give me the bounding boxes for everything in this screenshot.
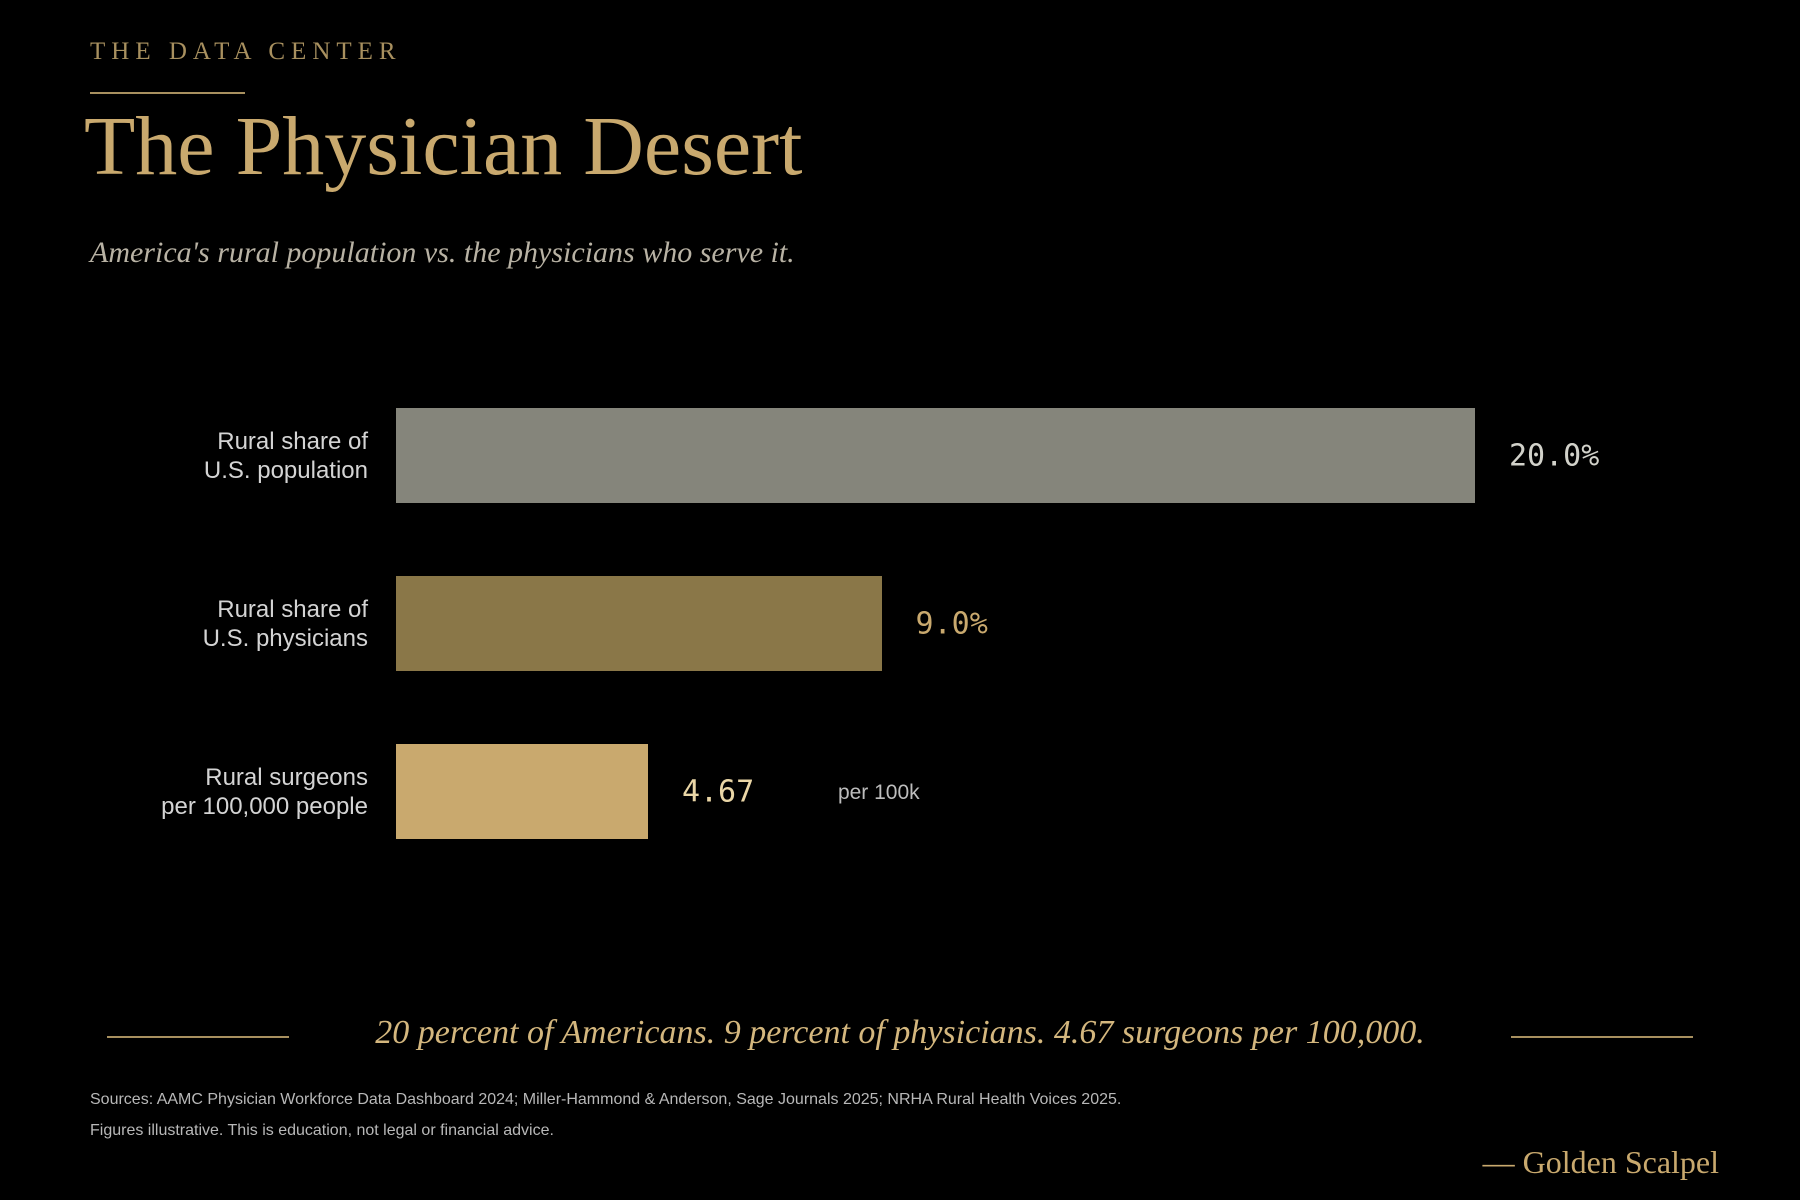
footer-quote: 20 percent of Americans. 9 percent of ph… (375, 1014, 1425, 1051)
sources: Sources: AAMC Physician Workforce Data D… (90, 1091, 1122, 1108)
bar (396, 408, 1475, 503)
category-label: Rural share of U.S. population (203, 427, 368, 484)
rule (107, 1036, 289, 1038)
bar (396, 576, 882, 671)
kicker: THE DATA CENTER (90, 38, 402, 65)
value-label: 4.67 (681, 774, 755, 809)
category-label: Rural surgeons per 100,000 people (161, 763, 368, 820)
chart-title: The Physician Desert (84, 100, 803, 193)
disclaimer: Figures illustrative. This is education,… (90, 1122, 554, 1139)
rule (90, 92, 245, 94)
value-label: 9.0% (915, 606, 988, 641)
rule (1511, 1036, 1693, 1038)
value-suffix: per 100k (837, 780, 920, 804)
chart-subtitle: America's rural population vs. the physi… (90, 236, 795, 269)
signature: — Golden Scalpel (1482, 1144, 1719, 1180)
value-label: 20.0% (1509, 438, 1600, 473)
category-label: Rural share of U.S. physicians (202, 595, 368, 652)
bar (396, 744, 648, 839)
